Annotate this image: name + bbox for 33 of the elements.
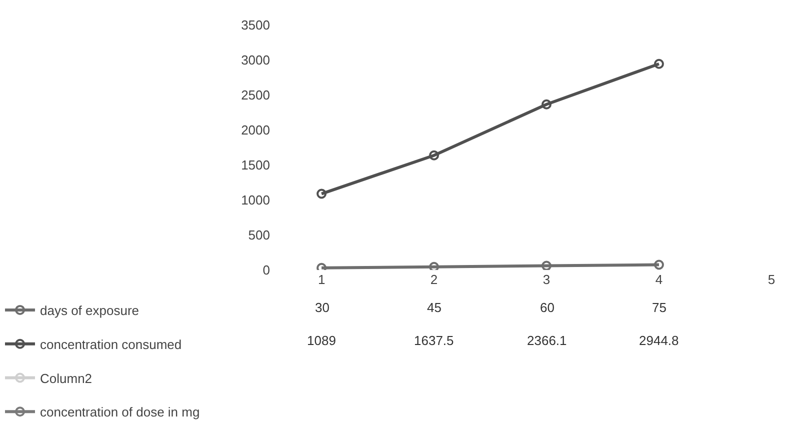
point: [654, 58, 664, 69]
data-label: 30: [315, 300, 330, 315]
x-tick-label: 4: [655, 272, 663, 287]
legend-label: days of exposure: [40, 303, 140, 318]
legend-label: concentration consumed: [40, 336, 182, 352]
x-tick-label: 3: [542, 272, 550, 287]
x-tick-label: 1: [318, 272, 326, 287]
data-label: 1637.5: [414, 333, 454, 348]
data-label: 2366.1: [527, 333, 567, 348]
data-label: 1089: [307, 333, 336, 348]
legend-label: Column2: [40, 370, 92, 386]
point: [654, 260, 664, 270]
x-tick-label: 2: [430, 272, 438, 287]
data-label: 2944.8: [639, 333, 679, 348]
data-label: 75: [652, 300, 666, 315]
y-tick-label: 3000: [241, 52, 270, 68]
point: [542, 99, 552, 110]
point: [429, 262, 440, 270]
x-tick-label: 5: [768, 272, 776, 287]
y-tick-label: 2000: [241, 122, 270, 138]
point: [542, 260, 552, 270]
y-tick-label: 0: [262, 262, 270, 278]
point: [316, 262, 327, 270]
y-tick-label: 500: [248, 228, 270, 243]
legend-label: concentration of dose in mg: [40, 404, 200, 420]
point: [429, 150, 440, 160]
y-tick-label: 1000: [241, 192, 270, 208]
y-tick-label: 1500: [241, 158, 270, 173]
y-tick-label: 2500: [241, 88, 270, 103]
data-label: 45: [427, 300, 442, 315]
data-label: 60: [540, 300, 554, 315]
point: [316, 188, 327, 199]
y-tick-label: 3500: [241, 18, 270, 33]
